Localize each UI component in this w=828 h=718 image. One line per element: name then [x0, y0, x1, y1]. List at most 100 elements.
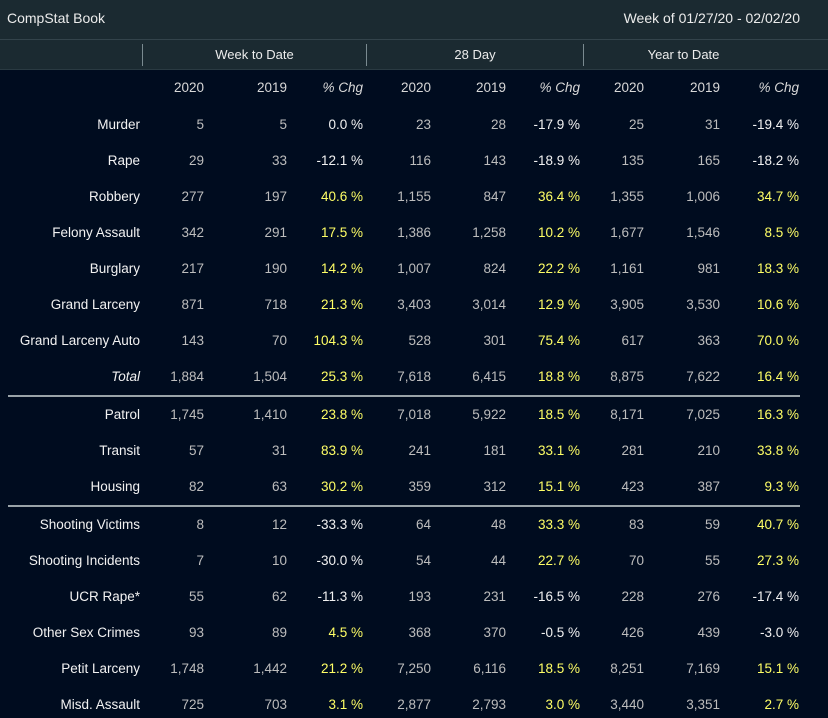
count-cell: 6,415: [472, 369, 506, 384]
count-cell: 44: [490, 553, 506, 568]
pct-change-cell: 83.9 %: [320, 443, 363, 458]
pct-change-cell: 22.2 %: [537, 261, 580, 276]
count-cell: 1,007: [397, 261, 431, 276]
count-cell: 7,618: [397, 369, 431, 384]
row-label: Housing: [90, 479, 140, 494]
pct-change-cell: 33.1 %: [537, 443, 580, 458]
pct-change-cell: -33.3 %: [316, 517, 363, 532]
count-cell: 423: [621, 479, 644, 494]
count-cell: 181: [483, 443, 506, 458]
week-range: Week of 01/27/20 - 02/02/20: [623, 10, 800, 26]
count-cell: 55: [704, 553, 720, 568]
pct-change-cell: 40.7 %: [756, 517, 799, 532]
app-title: CompStat Book: [7, 10, 106, 26]
column-header: 2019: [689, 80, 720, 95]
count-cell: 116: [409, 153, 431, 168]
count-cell: 6,116: [473, 661, 506, 676]
pct-change-cell: 15.1 %: [756, 661, 799, 676]
count-cell: 1,355: [610, 189, 644, 204]
pct-change-cell: -17.4 %: [752, 589, 799, 604]
count-cell: 1,155: [397, 189, 431, 204]
row-label: Petit Larceny: [61, 661, 140, 676]
row-label: Shooting Victims: [39, 517, 140, 532]
count-cell: 1,258: [472, 225, 506, 240]
pct-change-cell: 23.8 %: [320, 407, 363, 422]
count-cell: 7: [196, 553, 204, 568]
pct-change-cell: 3.1 %: [328, 697, 363, 712]
column-header: % Chg: [539, 80, 580, 95]
count-cell: 439: [697, 625, 720, 640]
pct-change-cell: 21.3 %: [320, 297, 363, 312]
column-header: 2019: [256, 80, 287, 95]
count-cell: 368: [408, 625, 431, 640]
count-cell: 48: [490, 517, 506, 532]
row-label: Robbery: [88, 189, 140, 204]
count-cell: 2,877: [397, 697, 431, 712]
count-cell: 1,504: [253, 369, 287, 384]
row-label: Grand Larceny Auto: [19, 333, 140, 348]
pct-change-cell: -19.4 %: [752, 117, 799, 132]
pct-change-cell: 14.2 %: [320, 261, 363, 276]
count-cell: 190: [264, 261, 287, 276]
count-cell: 3,530: [686, 297, 720, 312]
row-label: Patrol: [104, 407, 140, 422]
count-cell: 7,018: [397, 407, 431, 422]
count-cell: 63: [271, 479, 287, 494]
row-label: Shooting Incidents: [28, 553, 140, 568]
column-group-bar: Week to Date 28 Day Year to Date: [0, 40, 828, 70]
count-cell: 387: [697, 479, 720, 494]
row-label: Rape: [107, 153, 140, 168]
count-cell: 871: [181, 297, 204, 312]
count-cell: 231: [483, 589, 506, 604]
pct-change-cell: 2.7 %: [764, 697, 799, 712]
pct-change-cell: 40.6 %: [320, 189, 363, 204]
pct-change-cell: 22.7 %: [537, 553, 580, 568]
count-cell: 703: [264, 697, 287, 712]
count-cell: 59: [704, 517, 720, 532]
count-cell: 70: [271, 333, 287, 348]
pct-change-cell: 4.5 %: [328, 625, 363, 640]
row-label: Burglary: [89, 261, 140, 276]
count-cell: 8,171: [610, 407, 644, 422]
count-cell: 29: [188, 153, 204, 168]
pct-change-cell: -30.0 %: [316, 553, 363, 568]
count-cell: 1,748: [170, 661, 204, 676]
count-cell: 7,250: [397, 661, 431, 676]
count-cell: 277: [181, 189, 204, 204]
pct-change-cell: 8.5 %: [764, 225, 799, 240]
count-cell: 25: [628, 117, 644, 132]
count-cell: 312: [483, 479, 506, 494]
pct-change-cell: -17.9 %: [533, 117, 580, 132]
column-header: 2020: [173, 80, 204, 95]
pct-change-cell: 75.4 %: [537, 333, 580, 348]
count-cell: 5,922: [472, 407, 506, 422]
count-cell: 3,014: [472, 297, 506, 312]
count-cell: 28: [490, 117, 506, 132]
title-bar: CompStat Book Week of 01/27/20 - 02/02/2…: [0, 0, 828, 40]
count-cell: 1,442: [253, 661, 287, 676]
pct-change-cell: 25.3 %: [320, 369, 363, 384]
pct-change-cell: -18.2 %: [752, 153, 799, 168]
count-cell: 64: [415, 517, 431, 532]
pct-change-cell: 17.5 %: [320, 225, 363, 240]
group-year-to-date: Year to Date: [583, 44, 783, 66]
count-cell: 31: [704, 117, 720, 132]
pct-change-cell: 18.3 %: [756, 261, 799, 276]
count-cell: 3,351: [686, 697, 720, 712]
count-cell: 725: [181, 697, 204, 712]
pct-change-cell: 36.4 %: [537, 189, 580, 204]
column-header: 2019: [475, 80, 506, 95]
count-cell: 83: [628, 517, 644, 532]
pct-change-cell: 33.3 %: [537, 517, 580, 532]
row-label: Grand Larceny: [50, 297, 140, 312]
count-cell: 370: [483, 625, 506, 640]
column-header: % Chg: [322, 80, 363, 95]
count-cell: 8,251: [610, 661, 644, 676]
pct-change-cell: -11.3 %: [317, 589, 363, 604]
pct-change-cell: 9.3 %: [764, 479, 799, 494]
pct-change-cell: -12.1 %: [316, 153, 363, 168]
pct-change-cell: -0.5 %: [540, 625, 580, 640]
count-cell: 359: [408, 479, 431, 494]
count-cell: 1,677: [610, 225, 644, 240]
count-cell: 847: [483, 189, 506, 204]
